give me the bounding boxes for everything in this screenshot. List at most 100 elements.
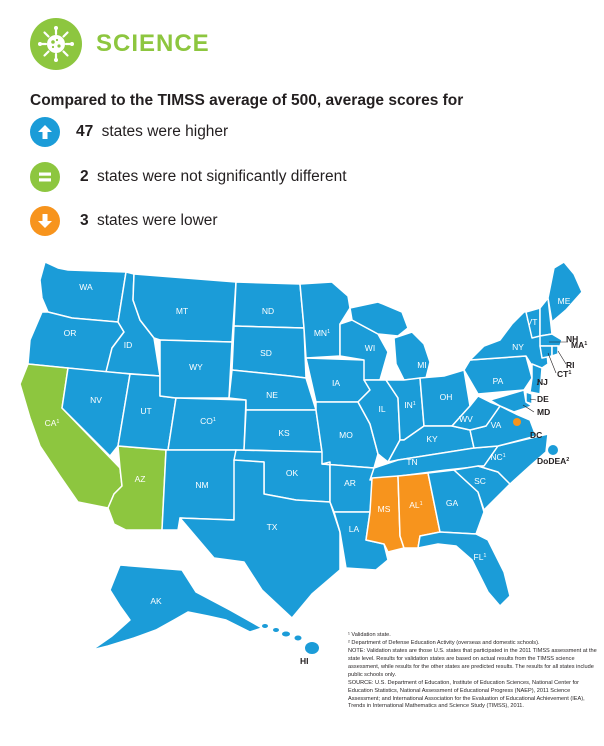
- subtitle: Compared to the TIMSS average of 500, av…: [30, 92, 464, 109]
- state-AK: [91, 564, 263, 651]
- state-label-nv: NV: [90, 395, 102, 405]
- state-label-mo: MO: [339, 430, 353, 440]
- legend-label: states were lower: [96, 212, 218, 229]
- state-label-ak: AK: [150, 596, 162, 606]
- state-ME: [547, 261, 583, 323]
- footnote-note: NOTE: Validation states are those U.S. s…: [348, 647, 597, 678]
- state-label-in: IN1: [404, 400, 416, 410]
- state-label-nc: NC1: [490, 452, 505, 462]
- legend-label: states were not significantly different: [96, 168, 347, 185]
- state-label-pa: PA: [493, 376, 504, 386]
- legend-text-higher: 47 states were higher: [76, 123, 228, 141]
- state-label-wi: WI: [365, 343, 375, 353]
- header: SCIENCE: [30, 14, 210, 74]
- state-label-ut: UT: [140, 406, 151, 416]
- legend-label: states were higher: [101, 123, 229, 140]
- footnote-mark: 1: [584, 341, 587, 347]
- science-atom-icon: [38, 26, 74, 62]
- state-label-ne: NE: [266, 390, 278, 400]
- legend-item-not-different: 2 states were not significantly differen…: [30, 161, 347, 193]
- state-ND: [233, 281, 305, 329]
- state-label-fl: FL1: [474, 552, 487, 562]
- state-MI: [349, 301, 431, 381]
- state-FL: [417, 531, 511, 607]
- state-label-co: CO1: [200, 416, 216, 426]
- state-label-nm: NM: [195, 480, 208, 490]
- legend-count: 47: [76, 123, 94, 140]
- science-badge: [30, 18, 82, 70]
- footnote-2: ² Department of Defense Education Activi…: [348, 639, 540, 646]
- page-title: SCIENCE: [96, 30, 210, 57]
- footnote-mark: 1: [503, 453, 506, 459]
- arrow-up-icon: [38, 125, 52, 139]
- state-label-de: DE: [537, 394, 549, 404]
- state-label-nh: NH: [566, 334, 578, 344]
- legend-swatch-lower: [30, 206, 60, 236]
- state-label-id: ID: [124, 340, 133, 350]
- footnote-mark: 1: [420, 501, 423, 507]
- state-label-ma: MA1: [571, 340, 587, 350]
- state-label-nj: NJ: [537, 377, 548, 387]
- state-label-dodea: DoDEA2: [537, 456, 569, 466]
- state-NJ: [529, 363, 543, 395]
- footnote-mark: 1: [413, 401, 416, 407]
- state-label-wy: WY: [189, 362, 203, 372]
- state-HI: [262, 624, 319, 654]
- state-label-tx: TX: [267, 522, 278, 532]
- state-WV: [451, 395, 501, 431]
- legend-swatch-higher: [30, 117, 60, 147]
- us-states-map: WA OR CA1 ID NV AZ UT MT WY CO1 NM TX OK KS NE SD ND MN1 I…: [19, 261, 587, 666]
- state-label-ny: NY: [512, 342, 524, 352]
- legend-item-lower: 3 states were lower: [30, 205, 218, 237]
- state-label-mi: MI: [417, 360, 426, 370]
- footnotes: ¹ Validation state. ² Department of Defe…: [348, 632, 598, 711]
- footnote-mark: 2: [566, 457, 569, 463]
- state-label-wa: WA: [79, 282, 93, 292]
- state-label-nd: ND: [262, 306, 274, 316]
- state-label-ia: IA: [332, 378, 340, 388]
- arrow-down-icon: [38, 214, 52, 228]
- state-label-ok: OK: [286, 468, 299, 478]
- footnote-1: ¹ Validation state.: [348, 632, 391, 638]
- footnote-mark: 1: [483, 553, 486, 559]
- footnote-mark: 1: [213, 417, 216, 423]
- state-label-sc: SC: [474, 476, 486, 486]
- state-MA: [539, 333, 563, 347]
- state-label-ri: RI: [566, 360, 575, 370]
- footnote-mark: 1: [56, 419, 59, 425]
- state-label-mn: MN1: [314, 328, 330, 338]
- state-label-ms: MS: [378, 504, 391, 514]
- state-label-oh: OH: [440, 392, 453, 402]
- legend-text-lower: 3 states were lower: [80, 212, 218, 230]
- state-label-mt: MT: [176, 306, 188, 316]
- state-label-va: VA: [491, 420, 502, 430]
- equals-icon: [39, 172, 51, 182]
- state-label-la: LA: [349, 524, 360, 534]
- state-DC: [513, 418, 521, 426]
- legend-item-higher: 47 states were higher: [30, 116, 228, 148]
- state-label-or: OR: [64, 328, 77, 338]
- state-label-ar: AR: [344, 478, 356, 488]
- state-RI: [551, 345, 559, 357]
- state-label-ca: CA1: [45, 418, 60, 428]
- state-WY: [159, 339, 233, 399]
- callout-lines: [522, 341, 568, 413]
- state-MD: [489, 389, 533, 413]
- state-label-ct: CT1: [557, 369, 571, 379]
- state-label-vt: VT: [527, 317, 538, 327]
- state-label-ky: KY: [426, 434, 438, 444]
- state-label-md: MD: [537, 407, 550, 417]
- state-NV: [61, 367, 131, 457]
- legend-count: 3: [80, 212, 89, 229]
- state-PA: [463, 355, 533, 395]
- footnote-source: SOURCE: U.S. Department of Education, In…: [348, 679, 585, 710]
- state-label-tn: TN: [406, 457, 417, 467]
- state-label-hi: HI: [300, 656, 309, 666]
- state-label-sd: SD: [260, 348, 272, 358]
- state-label-az: AZ: [135, 474, 146, 484]
- state-label-il: IL: [378, 404, 385, 414]
- footnote-mark: 1: [568, 370, 571, 376]
- state-label-dc: DC: [530, 430, 542, 440]
- state-label-ga: GA: [446, 498, 459, 508]
- legend-count: 2: [80, 168, 89, 185]
